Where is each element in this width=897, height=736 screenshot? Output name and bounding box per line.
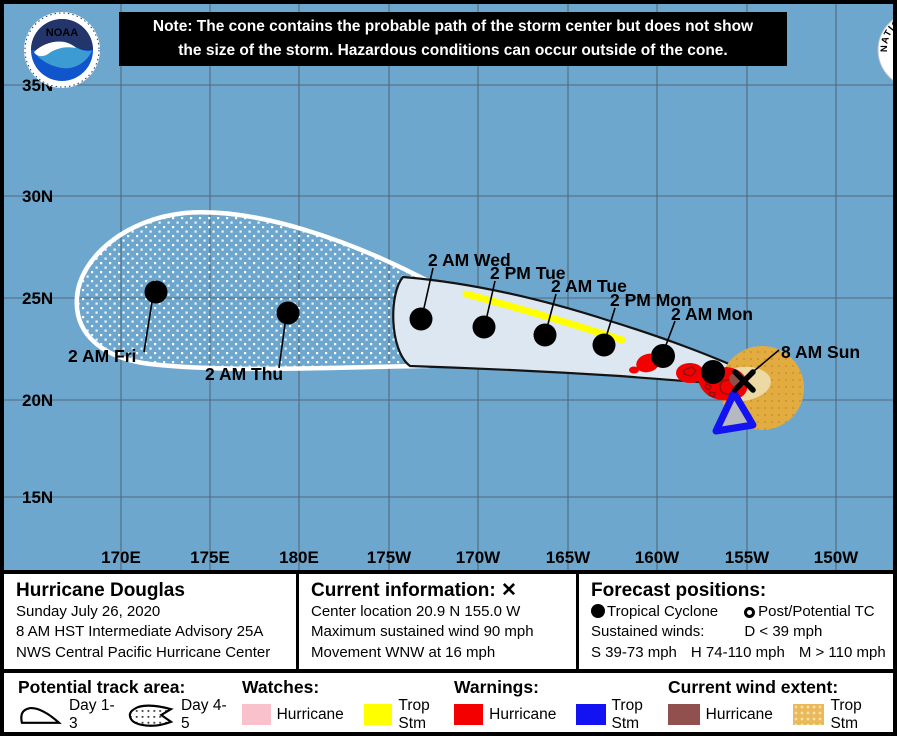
label-2am-mon: 2 AM Mon bbox=[671, 304, 753, 324]
cone-day45-icon bbox=[128, 704, 174, 727]
svg-text:170E: 170E bbox=[101, 548, 141, 567]
map-canvas: D S S S S bbox=[4, 4, 893, 570]
cone-day13-icon bbox=[20, 706, 62, 724]
svg-text:NOAA: NOAA bbox=[46, 27, 78, 39]
trop-stm-warning-swatch bbox=[576, 704, 606, 725]
current-position-x-legend-icon: ✕ bbox=[501, 580, 517, 601]
wind-category-key: S 39-73 mph H 74-110 mph M > 110 mph bbox=[591, 643, 886, 661]
svg-text:S: S bbox=[480, 320, 489, 335]
storm-title: Hurricane Douglas bbox=[16, 580, 185, 601]
svg-text:175E: 175E bbox=[190, 548, 230, 567]
post-potential-circle-icon bbox=[744, 606, 756, 618]
marker-s-thu: S bbox=[276, 301, 300, 325]
svg-text:160W: 160W bbox=[635, 548, 680, 567]
svg-text:H: H bbox=[708, 365, 717, 380]
svg-text:15N: 15N bbox=[22, 488, 53, 507]
marker-s-tue-2am: S bbox=[533, 323, 557, 347]
label-2am-fri: 2 AM Fri bbox=[68, 346, 136, 366]
legend-row: Potential track area: Day 1-3 Day 4-5 Wa… bbox=[4, 669, 893, 732]
legend-potential-track-area: Potential track area: Day 1-3 Day 4-5 bbox=[18, 677, 227, 732]
legend-current-wind-extent: Current wind extent: Hurricane Trop Stm bbox=[668, 677, 862, 732]
label-leader-lines bbox=[143, 267, 780, 377]
banner-line2: the size of the storm. Hazardous conditi… bbox=[178, 42, 728, 59]
max-sustained-wind: Maximum sustained wind 90 mph bbox=[311, 623, 534, 641]
hurricane-watch-swatch bbox=[242, 704, 271, 725]
trop-stm-warning-big-island bbox=[712, 389, 757, 435]
longitude-labels: 170E 175E 180E 175W 170W 165W 160W 155W … bbox=[101, 548, 859, 567]
forecast-map: D S S S S bbox=[4, 4, 893, 570]
trop-stm-watch-swatch bbox=[363, 704, 393, 725]
advisory-number: 8 AM HST Intermediate Advisory 25A bbox=[16, 623, 264, 641]
svg-text:S: S bbox=[417, 312, 426, 327]
label-2am-thu: 2 AM Thu bbox=[205, 364, 283, 384]
marker-d-fri: D bbox=[144, 280, 168, 304]
sustained-winds-key: Sustained winds: D < 39 mph bbox=[591, 623, 823, 641]
svg-text:30N: 30N bbox=[22, 187, 53, 206]
marker-h-mon-2am: H bbox=[651, 344, 675, 368]
cone-disclaimer-banner: Note: The cone contains the probable pat… bbox=[119, 12, 787, 66]
trop-stm-extent-swatch bbox=[792, 704, 825, 725]
advisory-date: Sunday July 26, 2020 bbox=[16, 602, 161, 620]
svg-text:175W: 175W bbox=[367, 548, 412, 567]
svg-text:H: H bbox=[658, 349, 667, 364]
label-2pm-tue: 2 PM Tue bbox=[490, 263, 566, 283]
noaa-seagull bbox=[34, 41, 76, 57]
label-2am-tue: 2 AM Tue bbox=[551, 276, 627, 296]
tropical-cyclone-dot-icon bbox=[591, 603, 605, 618]
svg-text:D: D bbox=[151, 285, 160, 300]
banner-line1: Note: The cone contains the probable pat… bbox=[152, 17, 754, 35]
marker-s-wed-2am: S bbox=[409, 307, 433, 331]
forecast-position-markers: D S S S S bbox=[144, 280, 725, 384]
warning-niihau bbox=[629, 366, 639, 374]
center-location: Center location 20.9 N 155.0 W bbox=[311, 602, 521, 620]
svg-text:S: S bbox=[284, 306, 293, 321]
label-2am-wed: 2 AM Wed bbox=[428, 250, 511, 270]
forecast-positions-title: Forecast positions: bbox=[591, 580, 767, 601]
current-info-title: Current information: ✕ bbox=[311, 580, 517, 601]
svg-text:25N: 25N bbox=[22, 289, 53, 308]
current-info-panel: Current information: ✕ Center location 2… bbox=[299, 574, 579, 669]
hurricane-warning-swatch bbox=[454, 704, 484, 725]
legend-watches: Watches: Hurricane Trop Stm bbox=[242, 677, 430, 732]
svg-text:155W: 155W bbox=[725, 548, 770, 567]
label-8am-sun: 8 AM Sun bbox=[781, 342, 860, 362]
legend-warnings: Warnings: Hurricane Trop Stm bbox=[454, 677, 643, 732]
marker-s-mon-2pm: S bbox=[592, 333, 616, 357]
current-position-x-icon bbox=[732, 369, 756, 393]
marker-s-tue-2pm: S bbox=[472, 315, 496, 339]
svg-text:NATIONAL WEATHER SERVICE: NATIONAL WEATHER SERVICE bbox=[876, 10, 897, 53]
forecast-positions-panel: Forecast positions: Tropical Cyclone Post… bbox=[579, 574, 893, 669]
hurricane-extent-swatch bbox=[668, 704, 700, 725]
svg-text:180E: 180E bbox=[279, 548, 319, 567]
storm-info-panel: Hurricane Douglas Sunday July 26, 2020 8… bbox=[4, 574, 299, 669]
svg-text:S: S bbox=[600, 338, 609, 353]
svg-text:170W: 170W bbox=[456, 548, 501, 567]
svg-text:20N: 20N bbox=[22, 391, 53, 410]
warning-oahu bbox=[676, 363, 704, 383]
svg-text:S: S bbox=[541, 328, 550, 343]
svg-text:150W: 150W bbox=[814, 548, 859, 567]
position-symbol-key: Tropical Cyclone Post/Potential TC bbox=[591, 602, 883, 623]
track-time-labels: 2 AM Fri 2 AM Thu 2 AM Wed 2 PM Tue 2 AM… bbox=[68, 250, 860, 384]
info-panel-row: Hurricane Douglas Sunday July 26, 2020 8… bbox=[4, 570, 893, 669]
movement: Movement WNW at 16 mph bbox=[311, 643, 496, 661]
svg-text:165W: 165W bbox=[546, 548, 591, 567]
issuing-office: NWS Central Pacific Hurricane Center bbox=[16, 643, 271, 661]
label-2pm-mon: 2 PM Mon bbox=[610, 290, 692, 310]
marker-h-unlabeled: H bbox=[701, 360, 725, 384]
